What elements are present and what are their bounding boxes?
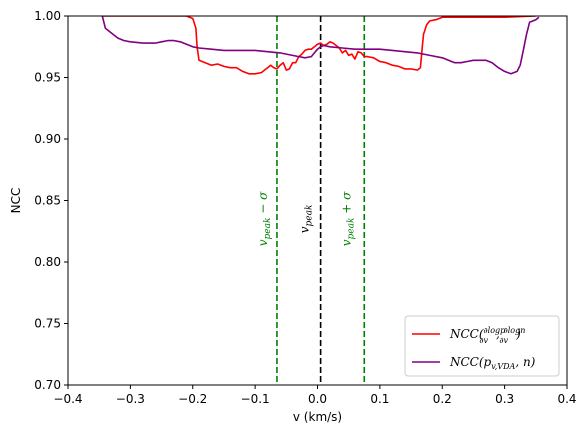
x-tick-label: −0.2 bbox=[178, 392, 207, 406]
x-tick-label: −0.4 bbox=[53, 392, 82, 406]
y-axis-ticks: 0.70 0.75 0.80 0.85 0.90 0.95 1.00 bbox=[34, 9, 68, 392]
x-axis-label: v (km/s) bbox=[293, 410, 342, 424]
x-tick-label: −0.1 bbox=[241, 392, 270, 406]
series-line-1 bbox=[101, 16, 540, 75]
x-tick-label: 0.3 bbox=[495, 392, 514, 406]
plot-area bbox=[101, 16, 540, 385]
y-tick-label: 0.70 bbox=[34, 378, 61, 392]
x-tick-label: 0.0 bbox=[308, 392, 327, 406]
x-tick-label: 0.2 bbox=[433, 392, 452, 406]
plot-frame bbox=[67, 15, 568, 386]
x-tick-label: 0.1 bbox=[370, 392, 389, 406]
x-tick-label: 0.4 bbox=[557, 392, 576, 406]
legend-box bbox=[404, 315, 560, 377]
y-tick-label: 0.80 bbox=[34, 255, 61, 269]
y-axis-label: NCC bbox=[9, 188, 23, 214]
series-line-0 bbox=[102, 16, 536, 75]
annotation-vpeak: vpeak bbox=[298, 205, 315, 234]
x-tick-label: −0.3 bbox=[116, 392, 145, 406]
y-tick-label: 1.00 bbox=[34, 9, 61, 23]
y-tick-label: 0.95 bbox=[34, 71, 61, 85]
y-tick-label: 0.75 bbox=[34, 317, 61, 331]
x-axis-ticks: −0.4 −0.3 −0.2 −0.1 0.0 0.1 0.2 0.3 0.4 bbox=[53, 385, 577, 406]
y-tick-label: 0.85 bbox=[34, 194, 61, 208]
y-tick-label: 0.90 bbox=[34, 132, 61, 146]
annotation-vpeak-minus-sigma: vpeak − σ bbox=[256, 191, 273, 246]
annotation-vpeak-plus-sigma: vpeak + σ bbox=[339, 191, 356, 246]
legend: NCC(∂logp ∂v, ∂logn ∂v) NCC(pv,VDA, n) bbox=[404, 315, 560, 377]
legend-label-gradient-ncc: NCC(∂logp ∂v, ∂logn ∂v) bbox=[449, 326, 525, 345]
